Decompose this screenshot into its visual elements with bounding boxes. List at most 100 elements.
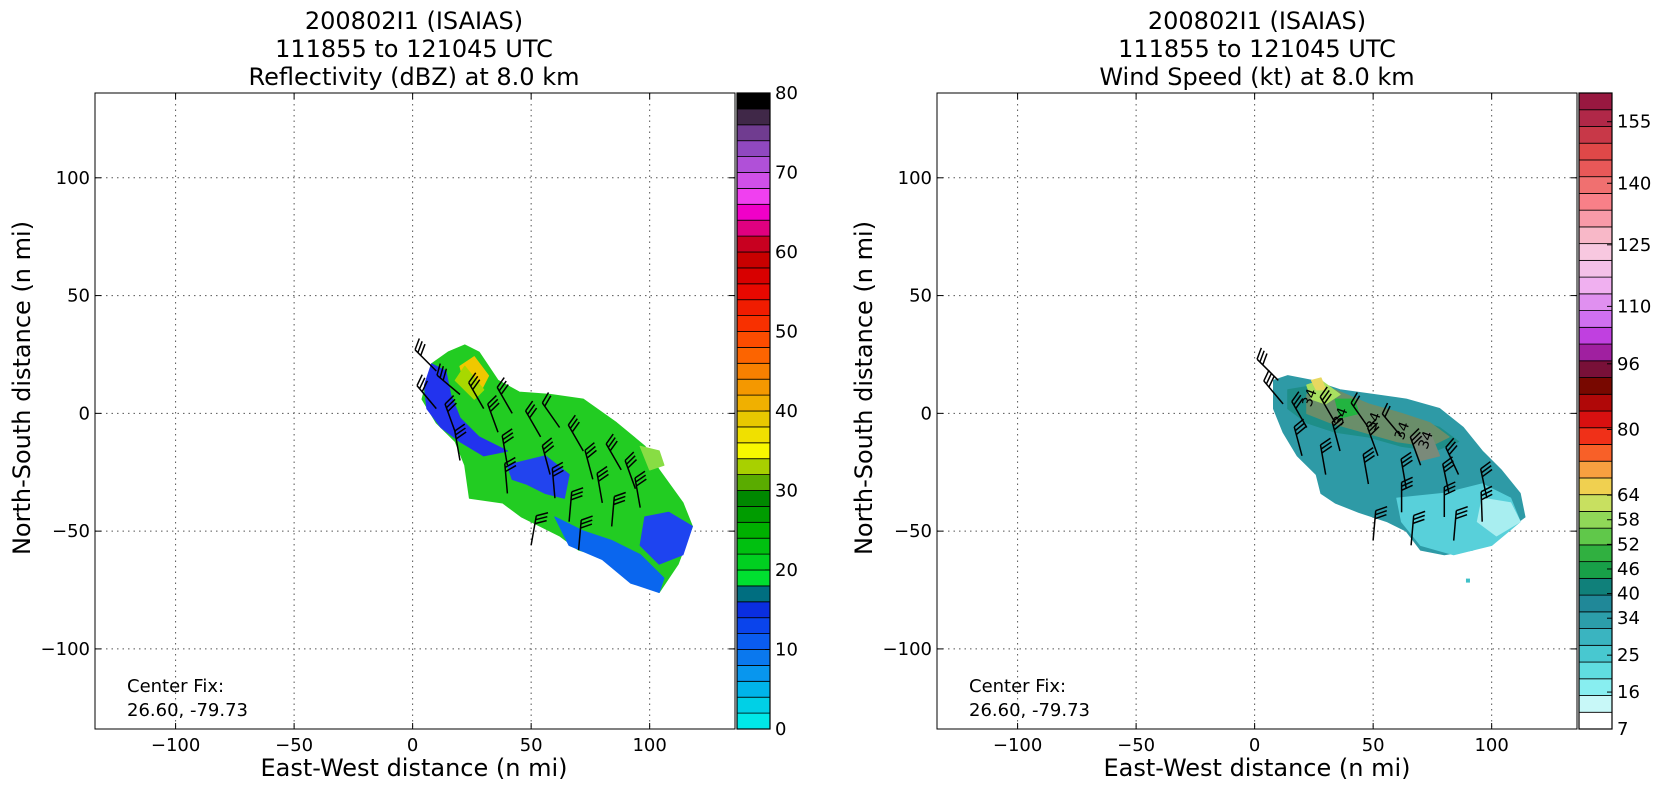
wind-barb: [444, 395, 457, 433]
barb-shaft: [416, 385, 437, 410]
barb-flag: [417, 341, 423, 353]
barb-flag: [1368, 422, 1379, 432]
colorbar-swatch: [736, 696, 771, 714]
barb-flag: [526, 404, 536, 415]
barb-flag: [1332, 417, 1344, 427]
barb-flag: [1401, 476, 1413, 483]
colorbar-swatch: [1578, 226, 1613, 245]
colorbar-swatch: [1578, 427, 1613, 445]
colorbar-swatch: [736, 92, 771, 110]
barb-flag: [1323, 393, 1332, 405]
barb-flag: [571, 421, 580, 433]
wind-barb: [1400, 476, 1413, 513]
colorbar-tick-label: 52: [1617, 534, 1640, 555]
barb-shaft: [541, 402, 561, 428]
barb-shaft: [1372, 510, 1377, 541]
wind-barb: [436, 363, 461, 396]
barb-shaft: [1293, 426, 1303, 456]
barb-flag: [551, 461, 564, 469]
plot-frame: [94, 92, 736, 730]
y-tick-label: 100: [56, 168, 90, 189]
barb-flag: [543, 445, 555, 454]
barb-flag: [489, 402, 500, 413]
colorbar-swatch: [1578, 126, 1613, 144]
colorbar-swatch: [1578, 544, 1613, 563]
barb-flag: [416, 374, 423, 386]
colorbar-swatch: [736, 378, 771, 396]
barb-flag: [1446, 441, 1456, 452]
barb-shaft: [496, 387, 513, 414]
plot-frame: [936, 92, 1578, 730]
colorbar-swatch: [736, 553, 771, 571]
wind-barb: [1293, 418, 1307, 456]
barb-flag: [1481, 468, 1493, 478]
colorbar-tick-label: 80: [1617, 419, 1640, 440]
wind-barb: [501, 428, 514, 466]
colorbar-tick-label: 25: [1617, 645, 1640, 666]
colorbar-swatch: [1578, 209, 1613, 228]
barb-flag: [418, 377, 426, 390]
barb-shaft: [1331, 421, 1341, 452]
colorbar-tick-label: 58: [1617, 510, 1640, 531]
barb-shaft: [634, 477, 641, 508]
barb-flag: [500, 384, 509, 395]
barb-flag: [552, 469, 564, 477]
barb-flag: [1443, 464, 1455, 473]
barb-flag: [1456, 505, 1468, 512]
barb-shaft: [487, 403, 499, 433]
panel-title-line-3: Reflectivity (dBZ) at 8.0 km: [249, 63, 580, 91]
colorbar-tick-label: 125: [1617, 235, 1651, 256]
y-axis-label: North-South distance (n mi): [8, 221, 36, 555]
barb-flag: [439, 365, 445, 378]
colorbar-swatch: [1578, 444, 1613, 462]
barb-shaft: [584, 450, 594, 480]
barb-flag: [445, 398, 456, 409]
colorbar-tick-label: 34: [1617, 608, 1640, 629]
colorbar-swatch: [1578, 561, 1613, 579]
x-axis-label: East-West distance (n mi): [1103, 754, 1410, 782]
barb-flag: [1259, 350, 1265, 363]
colorbar-tick-label: 20: [775, 560, 798, 581]
x-tick-label: 0: [1249, 735, 1260, 756]
colorbar-swatch: [1578, 193, 1613, 211]
colorbar-swatch: [736, 505, 771, 523]
barb-shaft: [1319, 396, 1336, 424]
barb-shaft: [1410, 515, 1415, 546]
colorbar-swatch: [736, 156, 771, 173]
barb-flag: [1400, 451, 1412, 460]
barb-flag: [580, 523, 593, 529]
wind-barb: [610, 491, 626, 527]
y-tick-label: −100: [883, 639, 932, 660]
colorbar-swatch: [736, 649, 771, 666]
barb-shaft: [1452, 510, 1458, 541]
colorbar-swatch: [736, 108, 771, 126]
colorbar-swatch: [1578, 343, 1613, 362]
barb-flag: [541, 437, 553, 447]
barb-flag: [535, 515, 548, 521]
wind-barb: [1263, 369, 1284, 405]
barb-flag: [613, 495, 626, 502]
barb-flag: [1480, 485, 1493, 493]
barb-flag: [605, 433, 614, 445]
barb-flag: [1319, 386, 1328, 398]
barb-shaft: [1319, 444, 1327, 475]
barb-shaft: [577, 520, 582, 551]
wind-barb: [487, 395, 500, 433]
barb-flag: [1443, 481, 1456, 488]
wind-barb: [584, 442, 597, 480]
barb-flag: [1480, 489, 1493, 497]
x-tick-label: 50: [520, 735, 543, 756]
wind-barb: [1319, 437, 1333, 475]
barb-flag: [569, 418, 578, 429]
wind-barb: [1381, 402, 1403, 438]
barb-flag: [436, 363, 441, 376]
barb-flag: [1375, 509, 1388, 516]
y-tick-label: −100: [41, 639, 90, 660]
wind-barb: [634, 470, 647, 508]
wind-barb: [1372, 505, 1388, 541]
barb-flag: [1384, 405, 1391, 418]
center-fix-value: 26.60, -79.73: [969, 700, 1090, 721]
data-region: [423, 363, 508, 457]
colorbar-swatch: [1578, 243, 1613, 261]
